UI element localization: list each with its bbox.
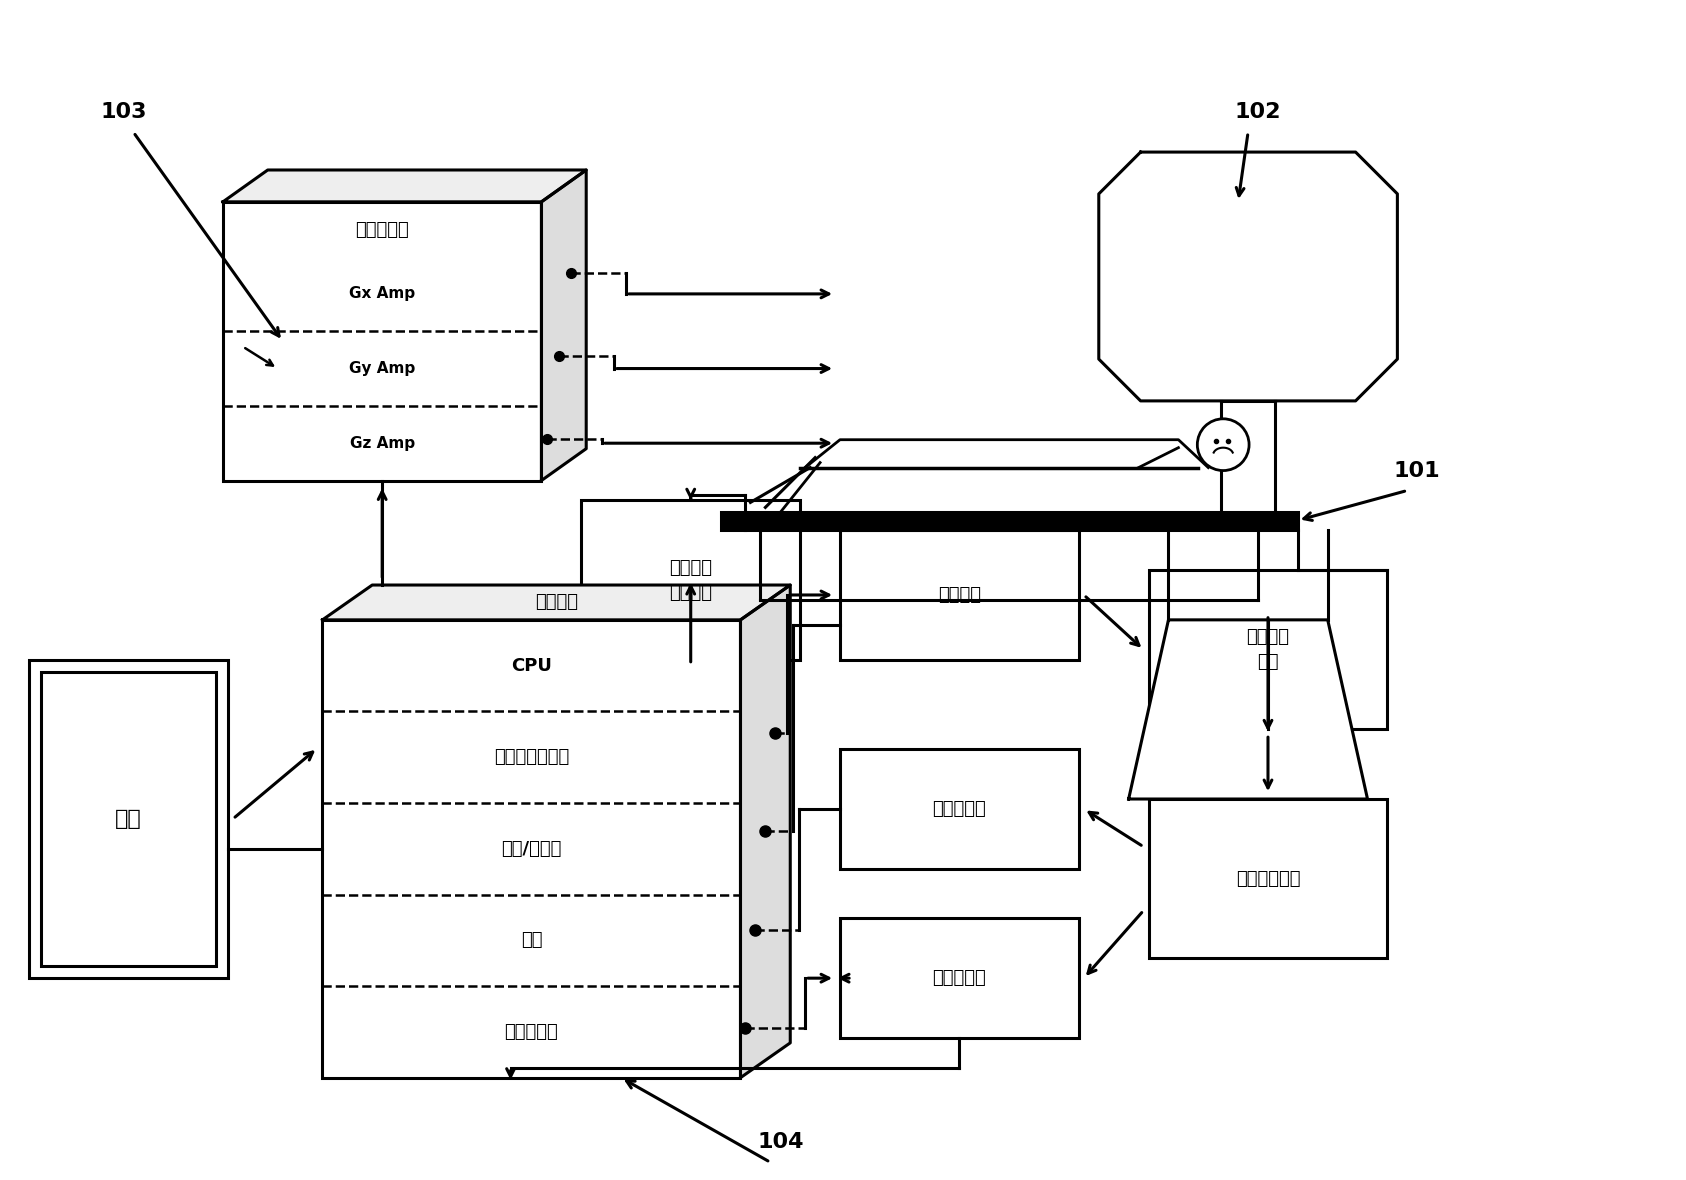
Text: 系统控制: 系统控制 xyxy=(534,594,578,611)
Polygon shape xyxy=(541,170,587,480)
Text: 脉冲序列发生器: 脉冲序列发生器 xyxy=(494,748,570,766)
Bar xyxy=(223,202,541,480)
Bar xyxy=(840,918,1079,1038)
Polygon shape xyxy=(740,585,791,1077)
Text: 射频放大器: 射频放大器 xyxy=(932,969,986,988)
Text: 101: 101 xyxy=(1394,460,1440,480)
Text: 阵列处理器: 阵列处理器 xyxy=(504,1023,558,1041)
Polygon shape xyxy=(806,440,1209,472)
Bar xyxy=(582,500,801,660)
Text: 主机: 主机 xyxy=(115,809,142,828)
Text: Gx Amp: Gx Amp xyxy=(349,287,415,301)
Bar xyxy=(29,660,228,978)
Bar xyxy=(322,620,740,1077)
Text: 梯度放大器: 梯度放大器 xyxy=(356,221,410,238)
Polygon shape xyxy=(1099,152,1398,401)
Text: Gz Amp: Gz Amp xyxy=(349,435,415,451)
Circle shape xyxy=(1197,419,1249,471)
Text: 被试定位
系统: 被试定位 系统 xyxy=(1246,628,1290,671)
Text: 103: 103 xyxy=(99,103,147,123)
Text: 发射接收开关: 发射接收开关 xyxy=(1236,870,1300,887)
Text: 内存: 内存 xyxy=(521,931,543,950)
Polygon shape xyxy=(223,170,587,202)
Bar xyxy=(40,671,216,966)
Text: 104: 104 xyxy=(757,1133,804,1153)
Text: 发射/接收器: 发射/接收器 xyxy=(501,840,561,858)
Polygon shape xyxy=(1128,620,1367,799)
Bar xyxy=(840,530,1079,660)
Bar xyxy=(720,512,1298,530)
Text: 102: 102 xyxy=(1234,103,1281,123)
Bar xyxy=(1148,799,1388,958)
Polygon shape xyxy=(322,585,791,620)
Text: 前量放大器: 前量放大器 xyxy=(932,800,986,818)
Text: Gy Amp: Gy Amp xyxy=(349,361,415,376)
Text: 扫描界面: 扫描界面 xyxy=(937,586,981,604)
Bar xyxy=(840,749,1079,868)
Bar xyxy=(1148,570,1388,729)
Text: CPU: CPU xyxy=(511,656,551,675)
Text: 生理信号
采集控制: 生理信号 采集控制 xyxy=(669,558,711,602)
